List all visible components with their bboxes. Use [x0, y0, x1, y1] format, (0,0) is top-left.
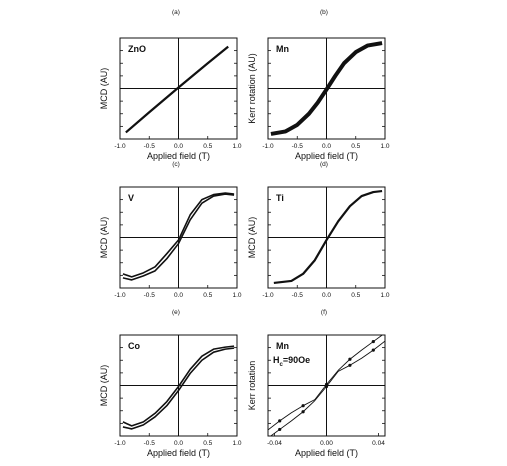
- xtick-label: 0.5: [203, 143, 212, 150]
- series-line-a-0: [125, 45, 229, 134]
- panel-e: (e) -1.0 -0.5 0.0 0.5 1.0 Applied field (T) MCD…: [99, 309, 242, 458]
- data-point: [278, 427, 282, 432]
- xtick-label: -1.0: [262, 143, 274, 150]
- xtick-label: 0.0: [174, 440, 183, 447]
- xtick-label: 1.0: [380, 143, 389, 150]
- data-point: [371, 348, 375, 352]
- xtick-label: -1.0: [114, 440, 126, 447]
- panel-b: (b) -1.0 -0.5 0.0 0.5 1.0 Applied field (T) Ker…: [247, 9, 390, 161]
- panel-d: (d) -1.0 -0.5 0.0 0.5 1.0 MCD (AU) Ti: [247, 161, 390, 299]
- xtick-label: -0.5: [144, 440, 156, 447]
- panel-letter-d: (d): [320, 161, 328, 168]
- xtick-label: 1.0: [232, 143, 241, 150]
- sample-label-c: V: [128, 193, 134, 203]
- data-point: [348, 363, 352, 367]
- annotation-value: =90Oe: [283, 355, 310, 365]
- xtick-label: 0.0: [174, 292, 183, 299]
- xtick-label: -1.0: [114, 143, 126, 150]
- series-line-b-0: [270, 41, 383, 136]
- y-axis-label-f: Kerr rotation: [247, 361, 257, 411]
- xtick-label: -0.5: [144, 292, 156, 299]
- xtick-label: -0.5: [144, 143, 156, 150]
- sample-label-d: Ti: [276, 193, 284, 203]
- data-point: [301, 410, 305, 414]
- y-axis-label-d: MCD (AU): [247, 217, 257, 259]
- xtick-label: -0.5: [292, 292, 304, 299]
- xtick-label: -0.5: [292, 143, 304, 150]
- panel-letter-c: (c): [172, 161, 180, 168]
- x-axis-label-e: Applied field (T): [147, 448, 210, 458]
- xtick-label: 0.0: [322, 292, 331, 299]
- panel-letter-a: (a): [172, 9, 180, 16]
- data-point: [324, 384, 329, 389]
- sample-label-a: ZnO: [128, 44, 146, 54]
- xtick-label: 0.00: [320, 440, 333, 447]
- panel-letter-f: (f): [321, 309, 327, 316]
- coercivity-annotation: Hc=90Oe: [273, 355, 310, 368]
- data-point: [278, 419, 282, 423]
- panel-letter-b: (b): [320, 9, 328, 16]
- series-line-e-0: [122, 345, 235, 427]
- panel-a: (a) -1.0 -0.5 0.0 0.5 1.0 Applied field (T) MCD…: [99, 9, 242, 161]
- x-axis-label-f: Applied field (T): [295, 448, 358, 458]
- data-point: [371, 339, 375, 344]
- xtick-label: 0.5: [203, 292, 212, 299]
- xtick-label: 1.0: [232, 440, 241, 447]
- series-line-c-1: [122, 193, 235, 281]
- y-axis-label-e: MCD (AU): [99, 365, 109, 407]
- xtick-label: 0.5: [203, 440, 212, 447]
- panel-f: (f) -0.04 0.00 0.04 Applied field (T) Kerr ro…: [247, 309, 386, 458]
- xtick-label: -1.0: [262, 292, 274, 299]
- data-point: [348, 357, 352, 361]
- annotation-sub: c: [280, 362, 284, 368]
- xtick-label: 1.0: [380, 292, 389, 299]
- xtick-label: 0.5: [351, 143, 360, 150]
- series-line-e-1: [122, 347, 235, 430]
- xtick-label: 0.0: [322, 143, 331, 150]
- xtick-label: 0.04: [372, 440, 385, 447]
- sample-label-b: Mn: [276, 44, 289, 54]
- y-axis-label-c: MCD (AU): [99, 217, 109, 259]
- y-axis-label-a: MCD (AU): [99, 68, 109, 110]
- xtick-label: 1.0: [232, 292, 241, 299]
- sample-label-f: Mn: [276, 341, 289, 351]
- annotation-h: H: [273, 355, 280, 365]
- xtick-label: 0.5: [351, 292, 360, 299]
- xtick-label: 0.0: [174, 143, 183, 150]
- sample-label-e: Co: [128, 341, 140, 351]
- xtick-label: -0.04: [267, 440, 282, 447]
- panel-letter-e: (e): [172, 309, 180, 316]
- series-line-c-0: [122, 192, 235, 278]
- panel-c: (c) -1.0 -0.5 0.0 0.5 1.0 MCD (AU) V: [99, 161, 242, 299]
- x-axis-label-a: Applied field (T): [147, 151, 210, 161]
- data-point: [301, 404, 305, 408]
- series-line-d-0: [273, 189, 383, 285]
- xtick-label: -1.0: [114, 292, 126, 299]
- y-axis-label-b: Kerr rotation (AU): [247, 53, 257, 124]
- x-axis-label-b: Applied field (T): [295, 151, 358, 161]
